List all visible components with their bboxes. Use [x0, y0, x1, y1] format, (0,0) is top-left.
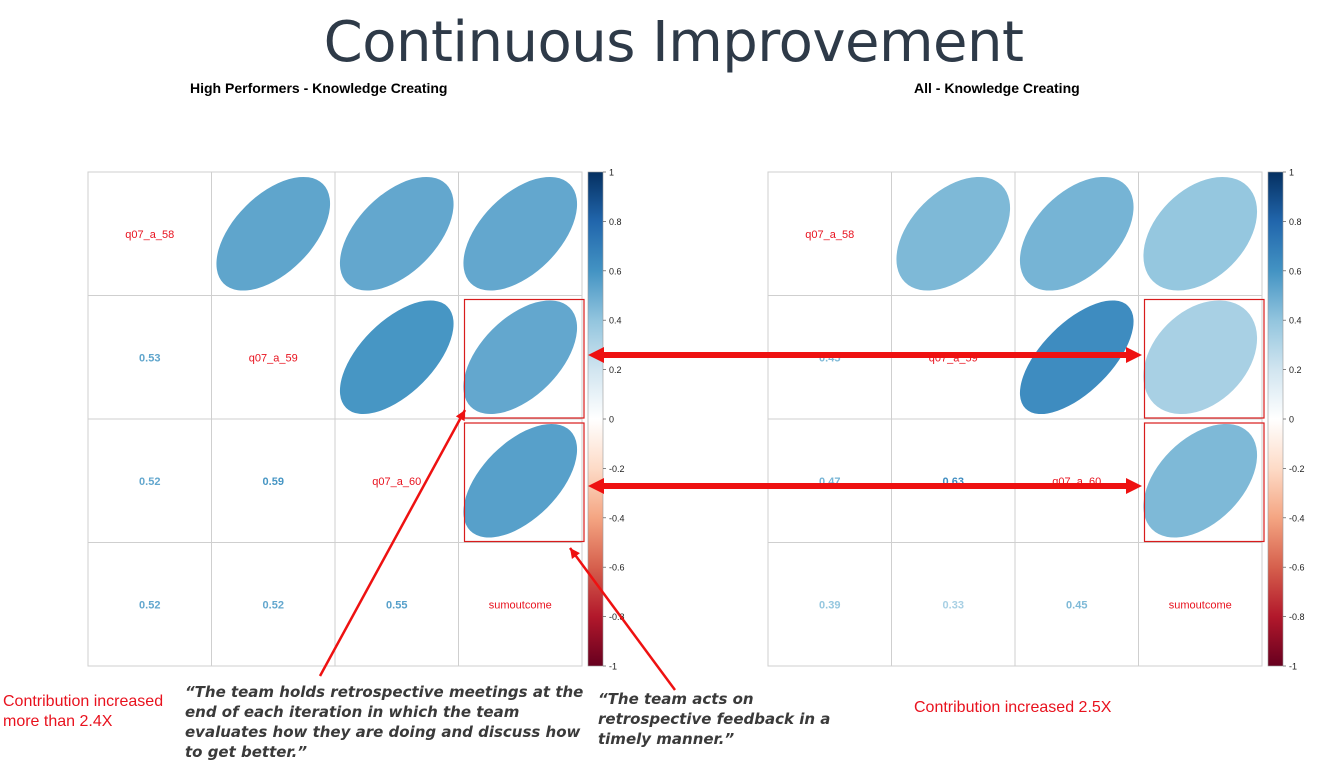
- variable-label: sumoutcome: [1169, 599, 1232, 611]
- highlight-box: [1143, 298, 1265, 419]
- colorbar-tick-label: 0.6: [609, 266, 622, 276]
- colorbar-tick-label: -0.2: [609, 464, 625, 474]
- correlation-ellipse: [216, 176, 331, 291]
- colorbar-tick-label: 0: [1289, 415, 1294, 425]
- correlation-ellipse: [339, 176, 454, 291]
- colorbar-tick-label: -1: [609, 662, 617, 672]
- quote-retrospective-feedback: “The team acts on retrospective feedback…: [598, 690, 831, 748]
- colorbar-tick-label: 0: [609, 415, 614, 425]
- colorbar-tick-label: 0.4: [1289, 316, 1302, 326]
- variable-label: q07_a_60: [372, 476, 421, 488]
- corr-panel-all: q07_a_580.45 q07_a_590.47 0.63 q07_a_600.39…: [767, 168, 1305, 672]
- colorbar-tick-label: -0.4: [609, 513, 625, 523]
- correlation-ellipse: [896, 176, 1011, 291]
- colorbar-tick-label: 0.6: [1289, 266, 1302, 276]
- highlight-box: [463, 422, 585, 543]
- arrow-head-left: [588, 478, 604, 494]
- variable-label: q07_a_58: [125, 229, 174, 241]
- correlation-ellipse: [463, 423, 578, 538]
- correlation-ellipse: [1143, 423, 1258, 538]
- colorbar-tick-label: 0.2: [1289, 365, 1302, 375]
- correlation-value-label: 0.55: [386, 599, 407, 611]
- chart-title-all: All - Knowledge Creating: [914, 80, 1080, 96]
- colorbar-tick-label: -1: [1289, 662, 1297, 672]
- correlation-ellipse: [463, 300, 578, 415]
- colorbar-tick-label: 1: [609, 168, 614, 178]
- colorbar-tick-label: -0.8: [609, 612, 625, 622]
- correlation-value-label: 0.53: [139, 352, 160, 364]
- correlation-ellipse: [1143, 176, 1258, 291]
- colorbar: [1267, 171, 1284, 667]
- page-title: Continuous Improvement: [323, 10, 1024, 75]
- note-contribution-left: Contribution increased more than 2.4X: [3, 693, 164, 730]
- correlation-value-label: 0.39: [819, 599, 840, 611]
- arrow-head-right: [1126, 478, 1142, 494]
- colorbar-tick-label: -0.8: [1289, 612, 1305, 622]
- highlight-box: [1143, 422, 1265, 543]
- correlation-ellipse: [339, 300, 454, 415]
- highlight-box: [463, 298, 585, 419]
- colorbar-tick-label: -0.6: [1289, 563, 1305, 573]
- pointer-line: [318, 409, 467, 677]
- comparison-arrows: [318, 347, 1142, 691]
- variable-label: sumoutcome: [489, 599, 552, 611]
- correlation-value-label: 0.52: [139, 599, 160, 611]
- corr-panel-high-performers: q07_a_58 0.53 q07_a_59 0.52 0.59 q07_a_60 0.52…: [87, 168, 625, 672]
- correlation-ellipse: [1143, 300, 1258, 415]
- correlation-value-label: 0.59: [263, 476, 284, 488]
- colorbar: [587, 171, 604, 667]
- variable-label: q07_a_58: [805, 229, 854, 241]
- colorbar-tick-label: -0.2: [1289, 464, 1305, 474]
- correlation-value-label: 0.33: [943, 599, 964, 611]
- correlation-value-label: 0.52: [263, 599, 284, 611]
- arrow-head-left: [588, 347, 604, 363]
- colorbar-tick-label: 0.2: [609, 365, 622, 375]
- correlation-value-label: 0.45: [1066, 599, 1087, 611]
- correlation-ellipse: [463, 176, 578, 291]
- note-contribution-right: Contribution increased 2.5X: [914, 699, 1112, 716]
- correlation-ellipse: [1019, 176, 1134, 291]
- pointer-head: [455, 410, 465, 422]
- pointer-line: [568, 547, 677, 691]
- quote-retrospective-meetings: “The team holds retrospective meetings a…: [185, 683, 584, 761]
- variable-label: q07_a_59: [249, 352, 298, 364]
- chart-title-high-performers: High Performers - Knowledge Creating: [190, 80, 448, 96]
- colorbar-tick-label: 0.8: [1289, 217, 1302, 227]
- colorbar-tick-label: 0.8: [609, 217, 622, 227]
- colorbar-tick-label: -0.6: [609, 563, 625, 573]
- colorbar-tick-label: 0.4: [609, 316, 622, 326]
- pointer-head: [570, 548, 580, 560]
- correlation-value-label: 0.52: [139, 476, 160, 488]
- colorbar-tick-label: -0.4: [1289, 513, 1305, 523]
- colorbar-tick-label: 1: [1289, 168, 1294, 178]
- arrow-head-right: [1126, 347, 1142, 363]
